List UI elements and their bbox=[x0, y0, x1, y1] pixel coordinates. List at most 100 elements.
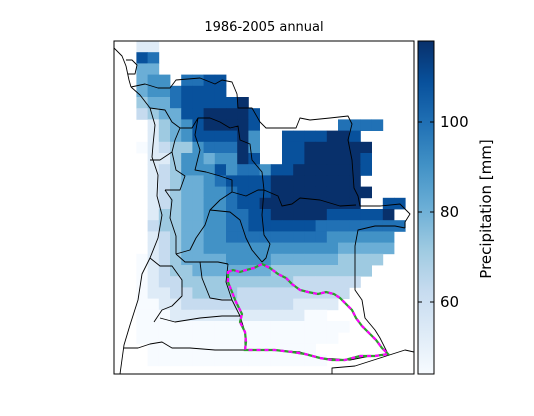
grid-cell bbox=[282, 321, 294, 333]
grid-cell bbox=[214, 343, 227, 355]
country-outline bbox=[119, 86, 163, 374]
grid-cell bbox=[293, 141, 305, 154]
grid-cell bbox=[304, 197, 316, 210]
grid-cell bbox=[248, 332, 260, 344]
grid-cell bbox=[158, 231, 171, 243]
grid-cell bbox=[248, 242, 260, 255]
grid-cell bbox=[158, 74, 171, 87]
grid-cell bbox=[181, 321, 193, 333]
grid-cell bbox=[147, 343, 160, 355]
grid-cell bbox=[170, 298, 182, 311]
grid-cell bbox=[147, 108, 160, 120]
grid-cell bbox=[214, 220, 227, 232]
grid-cell bbox=[360, 265, 372, 277]
grid-cell bbox=[192, 119, 204, 131]
grid-cell bbox=[349, 141, 361, 154]
grid-cell bbox=[349, 119, 361, 131]
grid-cell bbox=[304, 343, 316, 355]
grid-cell bbox=[226, 164, 238, 176]
grid-cell bbox=[203, 85, 216, 98]
grid-cell bbox=[270, 253, 283, 266]
grid-cell bbox=[315, 153, 328, 165]
grid-cell bbox=[259, 332, 272, 344]
grid-cell bbox=[214, 265, 227, 277]
grid-cell bbox=[304, 209, 316, 221]
grid-cell bbox=[147, 52, 160, 64]
grid-cell bbox=[304, 354, 316, 367]
grid-cell bbox=[270, 175, 283, 187]
grid-cell bbox=[147, 141, 160, 154]
grid-cell bbox=[371, 209, 384, 221]
grid-cell bbox=[293, 265, 305, 277]
grid-cell bbox=[349, 231, 361, 243]
colorbar-label: Precipitation [mm] bbox=[477, 139, 495, 278]
grid-cell bbox=[158, 209, 171, 221]
grid-cell bbox=[315, 209, 328, 221]
grid-cell bbox=[203, 220, 216, 232]
grid-cell bbox=[326, 298, 339, 311]
grid-cell bbox=[360, 209, 372, 221]
grid-cell bbox=[203, 242, 216, 255]
grid-cell bbox=[158, 186, 171, 199]
grid-cell bbox=[214, 85, 227, 98]
precipitation-grid bbox=[136, 41, 406, 367]
grid-cell bbox=[270, 209, 283, 221]
grid-cell bbox=[136, 265, 148, 277]
grid-cell bbox=[147, 287, 160, 299]
grid-cell bbox=[282, 220, 294, 232]
grid-cell bbox=[326, 130, 339, 143]
grid-cell bbox=[214, 276, 227, 288]
grid-cell bbox=[158, 287, 171, 299]
grid-cell bbox=[181, 85, 193, 98]
grid-cell bbox=[259, 287, 272, 299]
grid-cell bbox=[147, 309, 160, 322]
grid-cell bbox=[304, 265, 316, 277]
grid-cell bbox=[158, 298, 171, 311]
grid-cell bbox=[192, 108, 204, 120]
grid-cell bbox=[282, 231, 294, 243]
grid-cell bbox=[181, 119, 193, 131]
grid-cell bbox=[259, 354, 272, 367]
grid-cell bbox=[158, 242, 171, 255]
grid-cell bbox=[259, 265, 272, 277]
grid-cell bbox=[170, 276, 182, 288]
grid-cell bbox=[203, 108, 216, 120]
grid-cell bbox=[293, 197, 305, 210]
grid-cell bbox=[349, 153, 361, 165]
grid-cell bbox=[226, 298, 238, 311]
grid-cell bbox=[349, 197, 361, 210]
grid-cell bbox=[248, 265, 260, 277]
grid-cell bbox=[147, 298, 160, 311]
grid-cell bbox=[360, 186, 372, 199]
grid-cell bbox=[170, 85, 182, 98]
grid-cell bbox=[170, 97, 182, 109]
grid-cell bbox=[226, 141, 238, 154]
grid-cell bbox=[136, 108, 148, 120]
grid-cell bbox=[192, 309, 204, 322]
grid-cell bbox=[181, 197, 193, 210]
grid-cell bbox=[192, 343, 204, 355]
grid-cell bbox=[192, 97, 204, 109]
grid-cell bbox=[282, 309, 294, 322]
grid-cell bbox=[147, 175, 160, 187]
grid-cell bbox=[192, 332, 204, 344]
grid-cell bbox=[192, 287, 204, 299]
grid-cell bbox=[192, 321, 204, 333]
grid-cell bbox=[203, 97, 216, 109]
grid-cell bbox=[304, 141, 316, 154]
grid-cell bbox=[315, 265, 328, 277]
grid-cell bbox=[270, 276, 283, 288]
grid-cell bbox=[158, 175, 171, 187]
grid-cell bbox=[181, 253, 193, 266]
grid-cell bbox=[270, 265, 283, 277]
border-east bbox=[354, 225, 406, 355]
grid-cell bbox=[203, 231, 216, 243]
grid-cell bbox=[282, 175, 294, 187]
grid-cell bbox=[293, 209, 305, 221]
grid-cell bbox=[315, 164, 328, 176]
grid-cell bbox=[349, 220, 361, 232]
grid-cell bbox=[214, 141, 227, 154]
grid-cell bbox=[170, 309, 182, 322]
grid-cell bbox=[203, 298, 216, 311]
grid-cell bbox=[226, 209, 238, 221]
